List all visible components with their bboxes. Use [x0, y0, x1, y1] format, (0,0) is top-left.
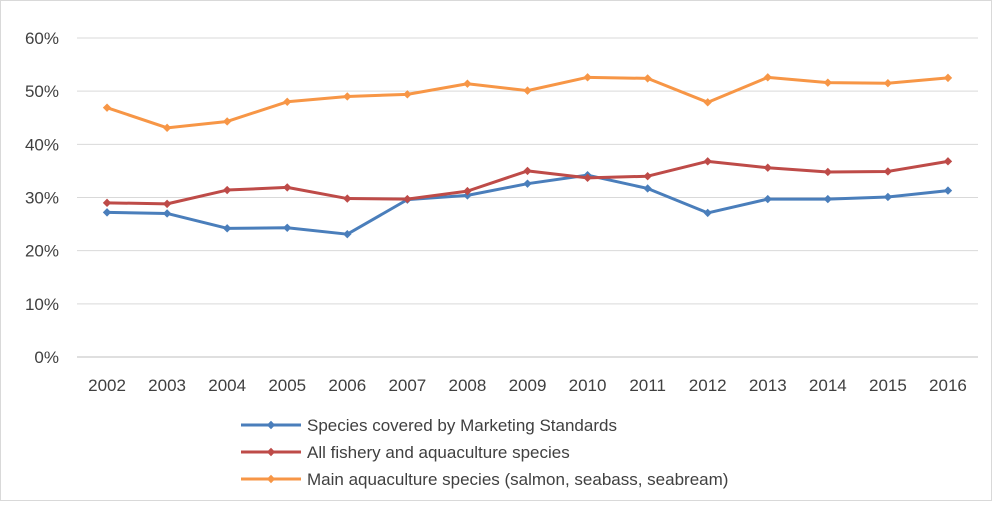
data-point-marker — [703, 157, 712, 166]
data-point-marker — [463, 186, 472, 196]
x-tick-label: 2016 — [929, 376, 967, 395]
data-point-marker — [763, 194, 772, 204]
x-tick-label: 2012 — [689, 376, 727, 395]
data-point-marker — [162, 123, 172, 133]
y-axis-tick-labels: 0% 10% 20% 30% 40% 50% 60% — [25, 29, 59, 367]
x-tick-label: 2008 — [449, 376, 487, 395]
x-tick-label: 2011 — [629, 376, 666, 395]
data-point-marker — [643, 172, 652, 181]
data-point-marker — [222, 224, 232, 233]
data-point-marker — [763, 163, 772, 172]
legend-marker — [266, 420, 276, 430]
data-point-marker — [222, 117, 232, 126]
data-point-marker — [102, 198, 112, 208]
data-point-marker — [222, 185, 232, 195]
data-point-marker — [343, 194, 352, 203]
data-point-marker — [583, 73, 592, 82]
data-point-marker — [643, 74, 652, 83]
data-point-marker — [283, 183, 292, 192]
x-tick-label: 2010 — [569, 376, 607, 395]
x-tick-label: 2004 — [208, 376, 246, 395]
x-tick-label: 2007 — [388, 376, 426, 395]
x-tick-label: 2013 — [749, 376, 787, 395]
data-point-marker — [102, 208, 112, 217]
y-tick-label: 0% — [34, 348, 59, 367]
data-point-marker — [943, 157, 953, 166]
legend-marker — [266, 474, 276, 484]
data-point-marker — [823, 78, 833, 87]
data-point-marker — [583, 173, 592, 183]
y-tick-label: 60% — [25, 29, 59, 48]
data-point-marker — [703, 98, 712, 107]
x-tick-label: 2015 — [869, 376, 907, 395]
x-tick-label: 2009 — [509, 376, 547, 395]
data-point-marker — [162, 209, 172, 218]
data-point-marker — [883, 78, 893, 88]
y-tick-label: 10% — [25, 295, 59, 314]
data-point-marker — [523, 166, 532, 176]
data-point-marker — [823, 194, 833, 204]
x-axis-tick-labels: 2002 2003 2004 2005 2006 2007 2008 2009 2010 2011… — [88, 376, 967, 395]
data-point-marker — [343, 92, 352, 101]
y-tick-label: 40% — [25, 135, 59, 154]
x-tick-label: 2005 — [268, 376, 306, 395]
data-point-marker — [162, 199, 172, 209]
legend: Species covered by Marketing Standards Al… — [241, 416, 728, 489]
data-point-marker — [463, 191, 472, 200]
data-point-marker — [943, 186, 953, 195]
legend-label: Species covered by Marketing Standards — [307, 416, 617, 435]
y-tick-label: 50% — [25, 82, 59, 101]
data-point-marker — [523, 86, 532, 95]
y-tick-label: 30% — [25, 189, 59, 208]
data-point-marker — [883, 192, 893, 202]
x-tick-label: 2002 — [88, 376, 126, 395]
data-point-marker — [283, 223, 292, 233]
legend-marker — [266, 447, 276, 457]
data-point-marker — [343, 229, 352, 239]
series-lines — [102, 73, 953, 239]
data-point-marker — [883, 167, 893, 176]
x-tick-label: 2003 — [148, 376, 186, 395]
x-tick-label: 2006 — [328, 376, 366, 395]
data-point-marker — [643, 184, 652, 193]
data-point-marker — [703, 208, 712, 218]
legend-label: All fishery and aquaculture species — [307, 443, 570, 462]
data-point-marker — [523, 179, 532, 188]
data-point-marker — [823, 167, 833, 177]
y-tick-label: 20% — [25, 242, 59, 261]
legend-label: Main aquaculture species (salmon, seabas… — [307, 470, 728, 489]
data-point-marker — [102, 103, 112, 112]
data-point-marker — [283, 97, 292, 106]
data-point-marker — [763, 73, 772, 82]
data-point-marker — [403, 90, 412, 99]
data-point-marker — [463, 79, 472, 88]
data-point-marker — [943, 73, 953, 83]
x-tick-label: 2014 — [809, 376, 847, 395]
data-point-marker — [403, 194, 412, 204]
